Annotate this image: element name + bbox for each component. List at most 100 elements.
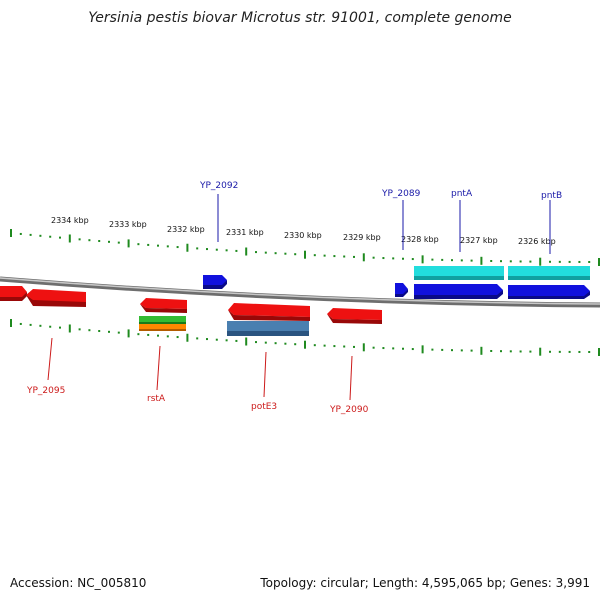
gene-green[interactable]	[139, 316, 186, 324]
minor-tick	[460, 349, 463, 352]
reverse-gene-labels: YP_2095 rstA potE3 YP_2090	[26, 386, 369, 415]
label-leaders	[47, 194, 551, 401]
scale-label: 2327 kbp	[460, 236, 498, 245]
minor-tick	[255, 341, 257, 344]
major-tick	[539, 347, 542, 356]
minor-tick	[98, 240, 101, 243]
gene-rsta-upper[interactable]	[140, 298, 187, 313]
gene-label-rsta[interactable]: rstA	[147, 394, 166, 404]
map-title: Yersinia pestis biovar Microtus str. 910…	[88, 10, 512, 26]
gene-label-pnta[interactable]: pntA	[451, 189, 473, 199]
minor-tick	[372, 346, 375, 349]
minor-tick	[78, 238, 81, 241]
gene-yp-2092[interactable]	[203, 275, 227, 289]
minor-tick	[509, 350, 512, 353]
upper-tick-track	[10, 228, 600, 266]
gene-pnta-upper[interactable]	[414, 266, 504, 280]
minor-tick	[39, 324, 42, 327]
minor-tick	[323, 254, 326, 257]
gene-yp-2095[interactable]	[26, 289, 86, 307]
minor-tick	[490, 259, 493, 262]
minor-tick	[274, 252, 277, 255]
major-tick	[304, 250, 306, 259]
minor-tick	[235, 249, 238, 252]
genome-backbone	[0, 276, 600, 308]
accession-text: Accession: NC_005810	[10, 576, 147, 590]
gene-pntb-upper[interactable]	[508, 266, 590, 280]
minor-tick	[88, 329, 91, 332]
major-tick	[68, 234, 71, 243]
minor-tick	[176, 246, 179, 249]
minor-tick	[59, 236, 61, 239]
major-tick	[245, 337, 248, 346]
minor-tick	[264, 251, 267, 254]
scale-label: 2330 kbp	[284, 231, 322, 240]
minor-tick	[59, 326, 61, 329]
minor-tick	[470, 349, 473, 352]
minor-tick	[78, 328, 81, 331]
minor-tick	[568, 350, 571, 353]
minor-tick	[411, 258, 414, 261]
minor-tick	[333, 345, 336, 348]
minor-tick	[19, 232, 22, 235]
minor-tick	[500, 260, 502, 263]
gene-yp-2090[interactable]	[327, 308, 382, 324]
scale-label: 2329 kbp	[343, 233, 381, 242]
minor-tick	[147, 243, 150, 246]
minor-tick	[215, 248, 218, 251]
minor-tick	[166, 245, 169, 248]
scale-label: 2333 kbp	[109, 220, 147, 229]
gene-label-yp-2089[interactable]: YP_2089	[381, 189, 421, 199]
major-tick	[186, 243, 189, 252]
minor-tick	[558, 350, 561, 353]
minor-tick	[157, 244, 159, 247]
minor-tick	[196, 247, 199, 250]
minor-tick	[117, 331, 120, 334]
major-tick	[127, 329, 130, 338]
major-tick	[598, 257, 600, 266]
minor-tick	[137, 333, 140, 336]
major-tick	[245, 247, 248, 256]
minor-tick	[225, 249, 228, 252]
gene-label-yp-2095[interactable]: YP_2095	[26, 386, 65, 396]
major-tick	[127, 239, 130, 248]
genome-backbone-highlight	[0, 277, 600, 305]
minor-tick	[98, 330, 101, 333]
minor-tick	[343, 255, 346, 258]
minor-tick	[225, 339, 228, 342]
gene-orange[interactable]	[139, 324, 186, 331]
gene-pote3-upper[interactable]	[228, 303, 310, 321]
minor-tick	[284, 252, 287, 255]
major-tick	[480, 346, 483, 355]
minor-tick	[157, 334, 159, 337]
minor-tick	[519, 350, 522, 353]
gene-left-edge[interactable]	[0, 286, 27, 301]
minor-tick	[519, 260, 522, 263]
gene-pote3[interactable]	[227, 321, 309, 336]
gene-label-yp-2090[interactable]: YP_2090	[329, 405, 369, 415]
minor-tick	[284, 342, 287, 345]
minor-tick	[490, 349, 493, 352]
minor-tick	[49, 235, 52, 238]
gene-label-pntb[interactable]: pntB	[541, 191, 562, 201]
minor-tick	[402, 257, 404, 260]
minor-tick	[353, 345, 355, 348]
minor-tick	[588, 260, 591, 263]
gene-pntb[interactable]	[508, 285, 590, 299]
minor-tick	[588, 350, 591, 353]
gene-yp-2089[interactable]	[395, 283, 408, 297]
major-tick	[598, 347, 600, 356]
minor-tick	[431, 258, 434, 261]
gene-pnta[interactable]	[414, 284, 503, 299]
minor-tick	[108, 330, 110, 333]
minor-tick	[343, 345, 346, 348]
minor-tick	[578, 260, 581, 263]
minor-tick	[500, 350, 502, 353]
major-tick	[480, 256, 483, 265]
major-tick	[539, 257, 542, 266]
minor-tick	[382, 257, 385, 260]
major-tick	[421, 345, 424, 354]
gene-label-pote3[interactable]: potE3	[251, 402, 277, 412]
gene-label-yp-2092[interactable]: YP_2092	[199, 181, 238, 191]
